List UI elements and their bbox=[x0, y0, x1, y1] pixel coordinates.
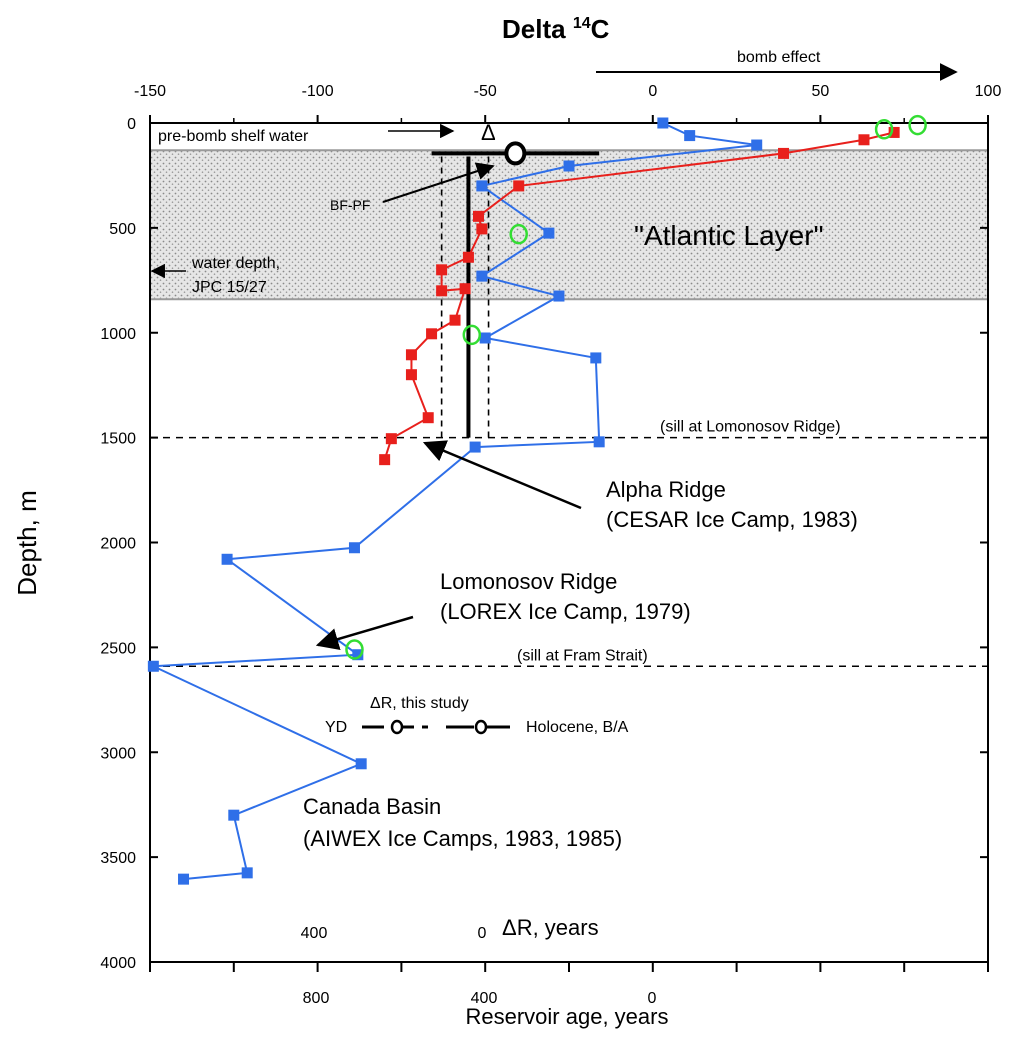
delta-r-tick-0: 0 bbox=[478, 925, 487, 942]
alpha-ridge-sublabel: (CESAR Ice Camp, 1983) bbox=[606, 507, 858, 532]
series-point-1 bbox=[436, 285, 448, 297]
open-circle-point bbox=[908, 114, 927, 136]
holocene-label: Holocene, B/A bbox=[526, 719, 629, 736]
series-point-1 bbox=[385, 433, 397, 445]
series-point-0 bbox=[241, 867, 253, 879]
top-tick-label: -100 bbox=[302, 83, 334, 100]
top-tick-label: 50 bbox=[812, 83, 830, 100]
y-axis-label: Depth, m bbox=[12, 490, 42, 596]
series-point-0 bbox=[476, 180, 488, 192]
atlantic-layer-label: "Atlantic Layer" bbox=[634, 220, 824, 251]
open-circle-point bbox=[874, 119, 894, 140]
series-point-1 bbox=[422, 412, 434, 424]
y-tick-label: 1000 bbox=[100, 326, 136, 343]
delta-marker-circle bbox=[504, 141, 527, 166]
y-tick-label: 2000 bbox=[100, 536, 136, 553]
bf-pf-label: BF-PF bbox=[330, 197, 370, 213]
y-tick-label: 500 bbox=[109, 221, 136, 238]
series-point-0 bbox=[355, 758, 367, 770]
series-point-0 bbox=[221, 553, 233, 565]
series-point-1 bbox=[462, 251, 474, 263]
series-point-0 bbox=[751, 139, 763, 151]
delta-r-years-label: ΔR, years bbox=[502, 915, 599, 940]
delta-marker bbox=[431, 141, 600, 166]
x-axis-label-bottom: Reservoir age, years bbox=[466, 1004, 669, 1029]
series-point-1 bbox=[449, 314, 461, 326]
series-point-1 bbox=[426, 328, 438, 340]
lomonosov-ridge-label: Lomonosov Ridge bbox=[440, 569, 617, 594]
delta-r-marker-yd bbox=[390, 719, 404, 735]
y-tick-label: 3500 bbox=[100, 850, 136, 867]
series-point-1 bbox=[858, 134, 870, 146]
series-point-0 bbox=[593, 436, 605, 448]
lomonosov-ridge-sublabel: (LOREX Ice Camp, 1979) bbox=[440, 599, 691, 624]
alpha-ridge-label: Alpha Ridge bbox=[606, 477, 726, 502]
alpha-ridge-arrow bbox=[422, 440, 582, 510]
yd-label: YD bbox=[325, 719, 347, 736]
open-circle-point bbox=[345, 639, 364, 660]
water-depth-label-2: JPC 15/27 bbox=[192, 279, 267, 296]
series-point-1 bbox=[405, 349, 417, 361]
pre-bomb-label: pre-bomb shelf water bbox=[158, 128, 309, 145]
data-series bbox=[147, 114, 927, 885]
sill-label: (sill at Fram Strait) bbox=[517, 647, 648, 664]
series-point-0 bbox=[352, 649, 364, 661]
delta-r-marker-holocene bbox=[474, 719, 488, 735]
series-point-0 bbox=[178, 873, 190, 885]
y-tick-label: 3000 bbox=[100, 745, 136, 762]
sill-label: (sill at Lomonosov Ridge) bbox=[660, 419, 841, 436]
delta-r-tick-400: 400 bbox=[301, 925, 328, 942]
series-line-0 bbox=[152, 122, 757, 881]
reservoir-tick-0: 0 bbox=[648, 990, 657, 1007]
axes-ticks: -150 -100 -50 0 50 10005001000150020002500300… bbox=[100, 83, 1001, 972]
series-point-1 bbox=[405, 369, 417, 381]
series-point-0 bbox=[147, 660, 159, 672]
top-tick-label: 0 bbox=[648, 83, 657, 100]
chart-title: Delta 14C bbox=[502, 14, 610, 44]
delta-symbol: Δ bbox=[481, 120, 496, 145]
series-point-0 bbox=[590, 352, 602, 364]
series-point-0 bbox=[479, 332, 491, 344]
series-point-1 bbox=[778, 147, 790, 159]
series-point-1 bbox=[513, 180, 525, 192]
series-point-1 bbox=[436, 264, 448, 276]
y-tick-label: 4000 bbox=[100, 955, 136, 972]
sill-lines: (sill at Lomonosov Ridge) (sill at Fram S… bbox=[150, 419, 988, 668]
open-circle-point bbox=[509, 223, 528, 245]
series-point-0 bbox=[553, 290, 565, 302]
series-point-0 bbox=[348, 542, 360, 554]
y-tick-label: 2500 bbox=[100, 640, 136, 657]
series-point-0 bbox=[543, 227, 555, 239]
reservoir-tick-800: 800 bbox=[303, 990, 330, 1007]
delta-r-study-label: ΔR, this study bbox=[370, 695, 469, 712]
top-tick-label: -150 bbox=[134, 83, 166, 100]
top-tick-label: -50 bbox=[474, 83, 497, 100]
series-point-0 bbox=[476, 270, 488, 282]
series-point-0 bbox=[563, 160, 575, 172]
lomonosov-ridge-arrow bbox=[315, 615, 414, 651]
series-point-1 bbox=[379, 454, 391, 466]
series-point-0 bbox=[657, 117, 669, 129]
reference-vertical-lines bbox=[440, 156, 490, 438]
series-point-1 bbox=[472, 210, 484, 222]
top-tick-label: 100 bbox=[975, 83, 1002, 100]
reservoir-tick-400: 400 bbox=[471, 990, 498, 1007]
y-tick-label: 0 bbox=[127, 116, 136, 133]
water-depth-label: water depth, bbox=[191, 255, 280, 272]
bomb-effect-label: bomb effect bbox=[737, 49, 821, 66]
series-point-1 bbox=[888, 126, 900, 138]
open-circle-point bbox=[462, 324, 482, 346]
bf-pf-arrow bbox=[382, 162, 495, 203]
atlantic-layer-band bbox=[150, 150, 988, 300]
series-point-1 bbox=[476, 223, 488, 235]
series-point-0 bbox=[684, 130, 696, 142]
series-point-0 bbox=[469, 441, 481, 453]
series-point-1 bbox=[459, 283, 471, 295]
canada-basin-label: Canada Basin bbox=[303, 794, 441, 819]
y-tick-label: 1500 bbox=[100, 431, 136, 448]
series-point-0 bbox=[228, 809, 240, 821]
canada-basin-sublabel: (AIWEX Ice Camps, 1983, 1985) bbox=[303, 826, 622, 851]
